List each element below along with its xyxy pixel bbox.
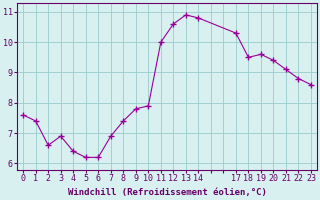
- X-axis label: Windchill (Refroidissement éolien,°C): Windchill (Refroidissement éolien,°C): [68, 188, 267, 197]
